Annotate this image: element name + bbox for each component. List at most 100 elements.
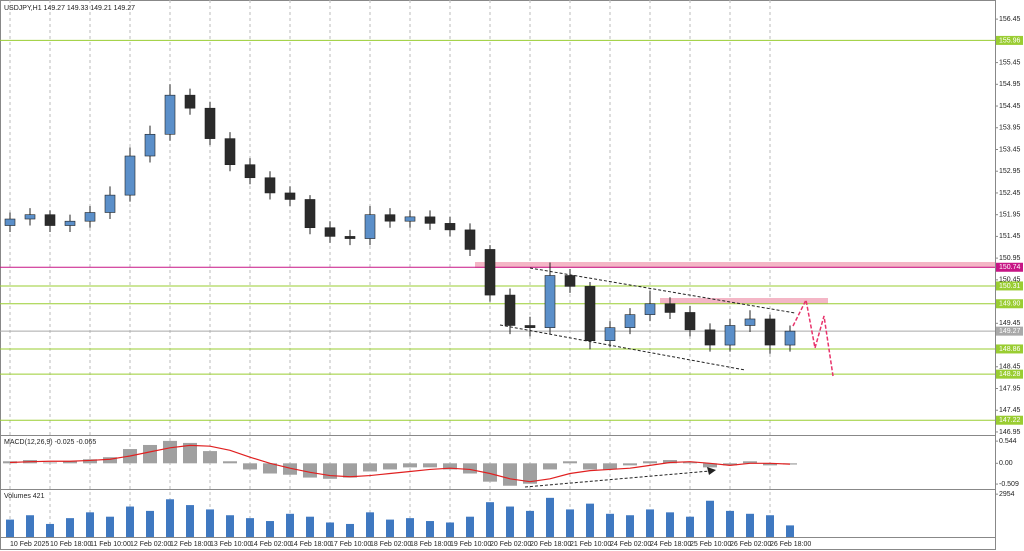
macd-bar (283, 463, 297, 475)
y-tick-label: 154.45 (999, 103, 1021, 110)
volume-bar (466, 516, 474, 537)
level-label-bg (996, 415, 1023, 425)
x-tick-label: 10 Feb 18:00 (50, 541, 91, 548)
volume-bar (606, 513, 614, 537)
level-label: 149.90 (999, 301, 1021, 308)
y-tick-label: 2954 (999, 491, 1015, 498)
candle-body (684, 312, 696, 331)
candle-body (564, 275, 576, 287)
macd-bar (323, 463, 337, 479)
chart-header: USDJPY,H1 149.27 149.33 149.21 149.27 (4, 5, 135, 12)
divergence-line (524, 470, 711, 488)
macd-bar (263, 463, 277, 474)
forecast-path (792, 297, 834, 377)
volume-bar (346, 523, 354, 537)
volume-bar (6, 519, 14, 537)
volume-bar (286, 513, 294, 537)
y-tick-label: 153.95 (999, 125, 1021, 132)
volume-bar (186, 505, 194, 537)
volume-bar (46, 523, 54, 537)
volume-bar (406, 518, 414, 537)
macd-bar (143, 444, 157, 464)
resistance-zone (660, 298, 828, 304)
x-tick-label: 26 Feb 02:00 (730, 541, 771, 548)
macd-bar (623, 463, 637, 466)
candle-body (584, 286, 596, 341)
y-tick-label: 152.45 (999, 190, 1021, 197)
candle-body (524, 325, 536, 328)
volume-bar (26, 515, 34, 537)
channel-line (499, 324, 746, 371)
macd-bar (583, 463, 597, 470)
level-label: 150.74 (999, 264, 1021, 271)
volume-bar (626, 515, 634, 537)
volume-bar (66, 518, 74, 537)
volume-bar (486, 502, 494, 537)
volume-bar (586, 503, 594, 537)
level-label-bg (996, 281, 1023, 291)
level-label-bg (996, 369, 1023, 379)
x-tick-label: 24 Feb 02:00 (610, 541, 651, 548)
y-tick-label: 150.45 (999, 277, 1021, 284)
macd-bar (763, 463, 777, 466)
volume-bar (226, 515, 234, 537)
macd-bar (183, 442, 197, 464)
volume-bar (746, 513, 754, 537)
candle-body (4, 218, 16, 226)
volume-bar (106, 516, 114, 537)
candle-body (224, 138, 236, 166)
candle-body (604, 327, 616, 341)
volume-bar (326, 522, 334, 537)
macd-bar (563, 461, 577, 464)
volume-bar (546, 497, 554, 537)
macd-bar (223, 461, 237, 464)
candle-body (744, 318, 756, 326)
level-label: 149.27 (999, 328, 1021, 335)
volume-bar (426, 521, 434, 537)
level-label: 148.86 (999, 346, 1021, 353)
macd-bar (43, 462, 57, 464)
candle-body (724, 325, 736, 346)
x-tick-label: 18 Feb 02:00 (370, 541, 411, 548)
candle-body (84, 212, 96, 222)
macd-bar (483, 463, 497, 482)
volume-bar (386, 519, 394, 537)
volume-bar (666, 512, 674, 537)
candle-body (204, 107, 216, 139)
candle-body (624, 314, 636, 328)
macd-bar (443, 463, 457, 470)
y-tick-label: 147.45 (999, 407, 1021, 414)
level-label-bg (996, 35, 1023, 45)
volume-bar (446, 522, 454, 537)
x-tick-label: 19 Feb 10:00 (450, 541, 491, 548)
candle-body (264, 177, 276, 194)
level-label-bg (996, 344, 1023, 354)
macd-bar (83, 459, 97, 464)
candle-body (384, 214, 396, 222)
x-tick-label: 20 Feb 18:00 (530, 541, 571, 548)
macd-bar (303, 463, 317, 478)
candle-body (64, 220, 76, 226)
y-tick-label: 154.95 (999, 81, 1021, 88)
x-tick-label: 12 Feb 18:00 (170, 541, 211, 548)
candle-body (424, 216, 436, 224)
y-tick-label: -0.509 (999, 481, 1019, 488)
volume-bar (146, 510, 154, 537)
y-tick-label: 147.95 (999, 385, 1021, 392)
volume-bar (366, 512, 374, 537)
macd-bar (423, 463, 437, 468)
y-tick-label: 150.95 (999, 255, 1021, 262)
macd-bar (363, 463, 377, 472)
volume-bar (86, 512, 94, 537)
macd-bar (343, 463, 357, 478)
macd-signal (9, 444, 791, 483)
x-tick-label: 25 Feb 10:00 (690, 541, 731, 548)
level-label: 148.28 (999, 371, 1021, 378)
candle-body (664, 303, 676, 313)
candle-body (504, 294, 516, 326)
y-tick-label: 156.45 (999, 16, 1021, 23)
macd-bar (383, 463, 397, 470)
frame (0, 0, 996, 550)
volume-bar (266, 521, 274, 537)
